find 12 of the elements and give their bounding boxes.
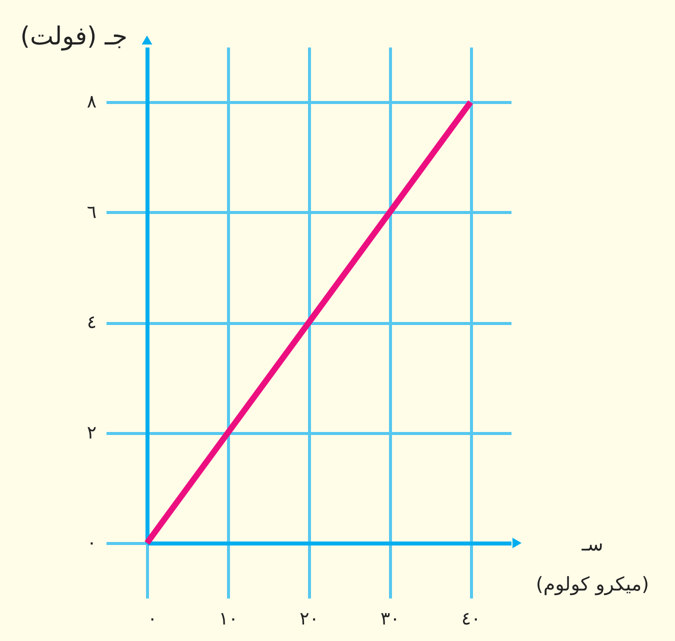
- y-tick-label: ٨: [86, 92, 97, 113]
- y-tick-label: ٢: [86, 422, 96, 444]
- y-axis-title: جـ (فولت): [20, 22, 128, 52]
- x-tick-label: ١٠: [218, 608, 238, 630]
- x-axis-title: سـ (ميكرو كولوم): [536, 534, 650, 596]
- x-tick-label: ٤٠: [461, 608, 481, 630]
- x-tick-label: ٢٠: [300, 608, 319, 630]
- y-tick-label: ٠: [86, 532, 96, 554]
- x-tick-label: ٣٠: [380, 608, 400, 630]
- y-tick-label: ٦: [86, 202, 96, 223]
- y-tick-label: ٤: [86, 312, 96, 334]
- x-tick-label: ٠: [148, 608, 158, 630]
